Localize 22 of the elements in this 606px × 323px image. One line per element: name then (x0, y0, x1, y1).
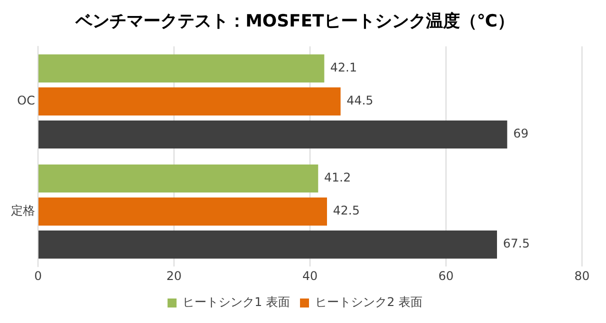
y-tick-label: 定格 (11, 204, 35, 218)
bar (38, 164, 318, 193)
legend-label: ヒートシンク2 表面 (315, 295, 422, 310)
data-label: 42.1 (330, 60, 357, 75)
x-tick-label: 40 (302, 268, 318, 283)
bar (38, 54, 324, 82)
x-tick-label: 20 (166, 268, 182, 283)
x-tick-label: 0 (34, 268, 42, 283)
legend-label: ヒートシンク1 表面 (182, 295, 290, 310)
data-label: 41.2 (324, 170, 351, 185)
data-label: 42.5 (333, 204, 360, 218)
data-label: 67.5 (503, 236, 530, 251)
data-label: 44.5 (346, 94, 374, 108)
bar (38, 230, 497, 259)
bar (38, 120, 508, 149)
bar (38, 198, 327, 226)
data-label: 69 (513, 126, 528, 141)
chart-title: ベンチマークテスト：MOSFETヒートシンク温度（℃） (74, 12, 515, 32)
x-tick-label: 80 (574, 268, 590, 283)
x-tick-label: 60 (438, 268, 454, 283)
bar (38, 87, 341, 116)
y-tick-label: OC (17, 94, 35, 108)
